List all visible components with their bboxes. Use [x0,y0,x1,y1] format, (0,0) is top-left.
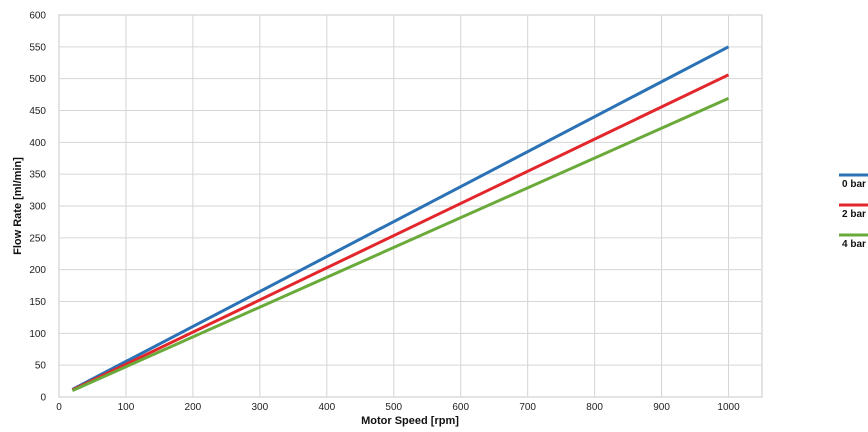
series-line-2-bar [71,73,730,392]
x-axis: 0 100 200 300 400 500 600 700 800 900 1000 [56,402,740,413]
x-axis-title: Motor Speed [rpm] [361,415,459,427]
y-tick-label: 600 [29,11,46,22]
y-tick-label: 100 [29,329,46,340]
y-tick-label: 200 [29,265,46,276]
series-line-4-bar [71,97,730,392]
x-tick-label: 1000 [717,402,740,413]
x-tick-label: 800 [586,402,603,413]
y-tick-label: 550 [29,42,46,53]
x-tick-label: 100 [118,402,135,413]
x-tick-label: 300 [252,402,269,413]
y-axis-title: Flow Rate [ml/min] [12,157,24,255]
x-tick-label: 500 [385,402,402,413]
y-tick-label: 450 [29,106,46,117]
y-tick-label: 250 [29,233,46,244]
x-tick-label: 700 [519,402,536,413]
x-tick-label: 400 [318,402,335,413]
legend: 0 bar 2 bar 4 bar [839,173,868,250]
grid [59,15,762,397]
y-tick-label: 50 [35,361,47,372]
x-tick-label: 0 [56,402,62,413]
y-tick-label: 350 [29,170,46,181]
x-tick-label: 900 [653,402,670,413]
legend-label: 0 bar [842,179,866,190]
legend-label: 2 bar [842,209,866,220]
y-tick-label: 500 [29,74,46,85]
y-axis: 0 50 100 150 200 250 300 350 400 450 500 550 600 [29,11,46,404]
y-tick-label: 300 [29,202,46,213]
x-tick-label: 200 [185,402,202,413]
y-tick-label: 150 [29,297,46,308]
y-tick-label: 400 [29,138,46,149]
legend-label: 4 bar [842,239,866,250]
series-line-0-bar [71,45,730,391]
x-tick-label: 600 [452,402,469,413]
y-tick-label: 0 [40,393,46,404]
series-lines [71,45,730,392]
